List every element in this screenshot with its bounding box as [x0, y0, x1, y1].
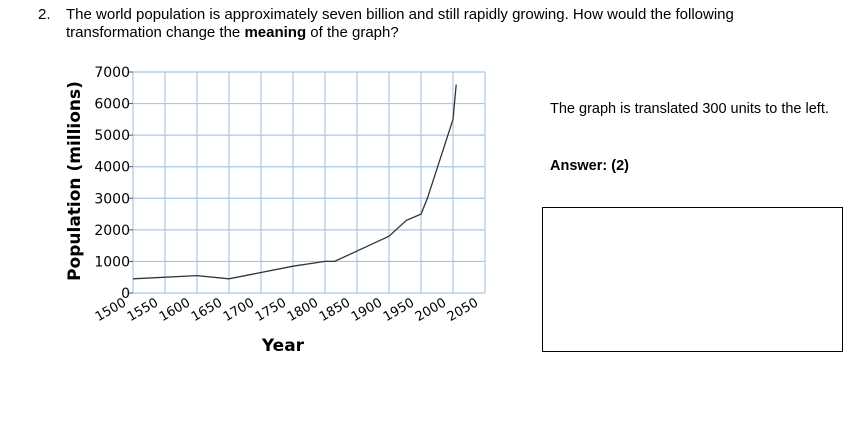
population-chart: 1500155016001650170017501800185019001950… — [65, 65, 486, 356]
x-tick-label: 1900 — [349, 295, 385, 325]
x-tick-label: 1750 — [253, 295, 289, 325]
y-tick-label: 6000 — [94, 97, 130, 113]
x-tick-label: 1800 — [285, 295, 321, 325]
x-tick-label: 1850 — [317, 295, 353, 325]
y-axis-label: Population (millions) — [65, 81, 85, 281]
question-text-end: of the graph? — [306, 24, 399, 41]
x-tick-label: 1600 — [157, 295, 193, 325]
answer-label: Answer: (2) — [550, 158, 629, 174]
y-tick-label: 1000 — [94, 254, 130, 270]
population-series-line — [132, 84, 457, 280]
y-tick-label: 5000 — [94, 128, 130, 144]
x-tick-label: 1700 — [221, 295, 257, 325]
x-tick-label: 1550 — [125, 295, 161, 325]
question-text-bold: meaning — [244, 24, 307, 41]
answer-box[interactable] — [542, 207, 843, 352]
y-tick-label: 0 — [121, 286, 130, 302]
x-tick-label: 1950 — [381, 295, 417, 325]
x-tick-label: 1650 — [189, 295, 225, 325]
y-tick-label: 7000 — [94, 65, 130, 81]
y-tick-label: 4000 — [94, 160, 130, 176]
x-tick-label: 2000 — [413, 295, 449, 325]
y-tick-label: 3000 — [94, 191, 130, 207]
question-text-start: The world population is approximately se… — [66, 6, 734, 41]
question-text: The world population is approximately se… — [66, 6, 786, 42]
transformation-description: The graph is translated 300 units to the… — [550, 101, 829, 117]
y-tick-label: 2000 — [94, 223, 130, 239]
x-tick-label: 2050 — [445, 295, 481, 325]
question-number: 2. — [38, 6, 51, 23]
x-axis-label: Year — [261, 336, 305, 356]
chart-grid — [132, 71, 486, 294]
